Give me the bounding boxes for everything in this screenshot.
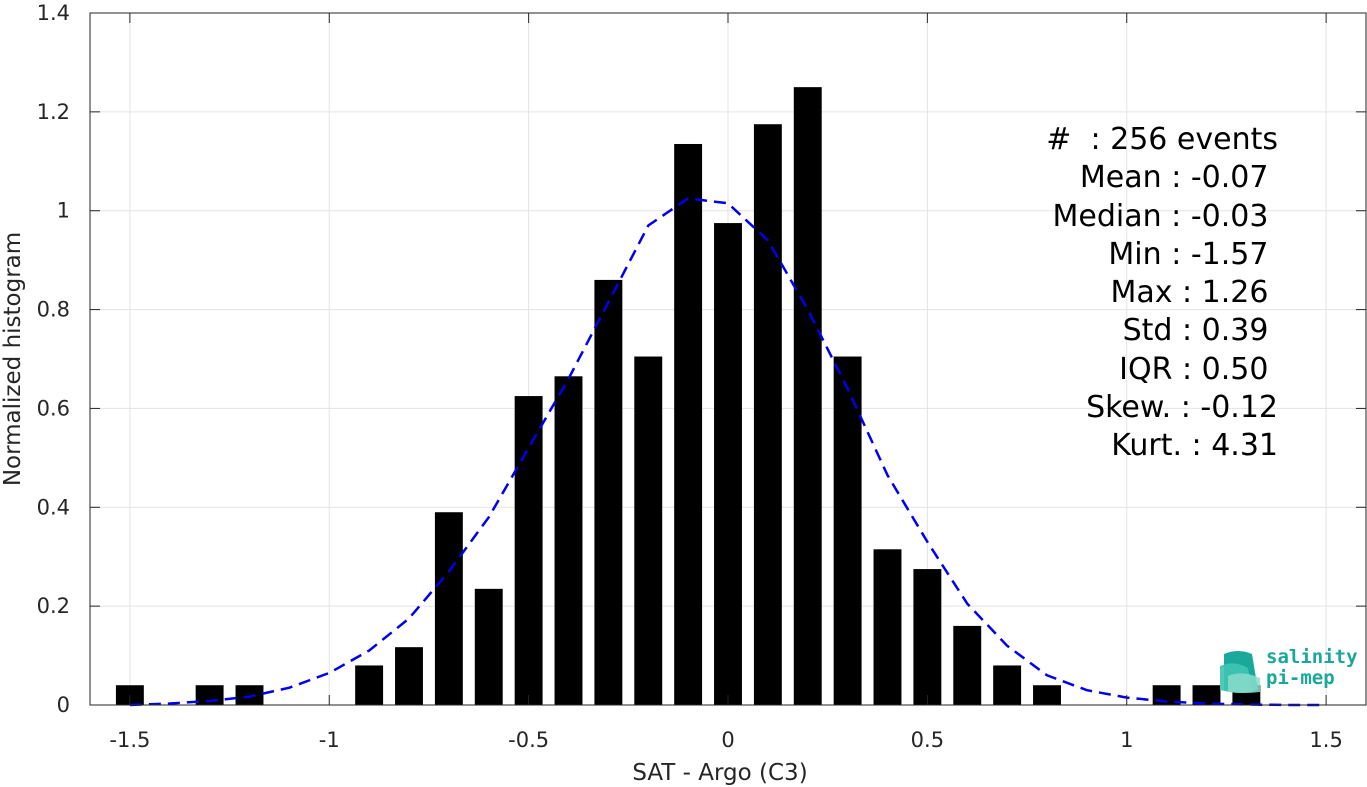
grid-lines [90,12,1366,706]
histogram-bar [1192,685,1221,705]
stat-count: # : 256 events [1046,122,1278,157]
stat-iqr: IQR : 0.50 [1119,351,1278,387]
histogram-bar [395,647,423,705]
stat-kurt: Kurt. : 4.31 [1111,428,1278,464]
x-tick-label: -0.5 [508,728,549,752]
y-tick-label: 0.8 [37,298,70,322]
histogram-bar [554,376,583,705]
histogram-bar [873,549,902,705]
x-tick-label: -1 [319,728,340,752]
histogram-bar [953,625,982,705]
histogram-bar [474,588,503,705]
statistics-annotation: # : 256 events Mean : -0.07 Median : -0.… [1046,121,1278,466]
histogram-bar [514,396,543,705]
y-tick-label: 1.4 [37,1,70,25]
histogram-bar [753,124,782,705]
logo-line-2: pi-mep [1266,667,1335,689]
x-tick-label: -1.5 [109,728,150,752]
logo-line-1: salinity [1266,646,1358,668]
salinity-pimep-logo: salinity pi-mep [1218,646,1358,696]
histogram-bar [634,356,663,705]
y-tick-label: 0.2 [37,594,70,618]
stat-max: Max : 1.26 [1110,275,1278,311]
x-tick-label: 1 [1120,728,1133,752]
histogram-bar [594,279,623,705]
histogram-bar [235,685,264,705]
histogram-bar [913,569,942,705]
stat-median: Median : -0.03 [1052,198,1278,234]
x-tick-label: 0.5 [911,728,944,752]
histogram-bar [355,665,384,705]
histogram-bars [115,87,1261,706]
y-tick-label: 1 [57,199,70,223]
y-tick-label: 0 [57,693,70,717]
stat-skew: Skew. : -0.12 [1086,390,1278,426]
x-axis-label: SAT - Argo (C3) [632,760,807,786]
histogram-bar [833,356,862,705]
y-tick-label: 0.4 [37,495,70,519]
stat-min: Min : -1.57 [1108,236,1278,272]
histogram-bar [1033,685,1061,705]
y-tick-label: 0.6 [37,396,70,420]
histogram-bar [714,223,742,706]
x-tick-label: 1.5 [1309,728,1342,752]
stat-std: Std : 0.39 [1122,313,1278,349]
stat-mean: Mean : -0.07 [1079,160,1278,196]
axis-ticks: -1.5 -1 -0.5 0 0.5 1 1.5 0 0.2 0.4 0.6 0.8 1 1.2 1.4 [37,1,1366,752]
x-tick-label: 0 [721,728,734,752]
histogram-bar [993,665,1022,705]
y-tick-label: 1.2 [37,100,70,124]
histogram-bar [793,87,822,705]
wave-logo-icon [1220,651,1260,693]
histogram-bar [434,512,463,705]
y-axis-label: Normalized histogram [0,232,26,486]
histogram-bar [674,143,703,705]
